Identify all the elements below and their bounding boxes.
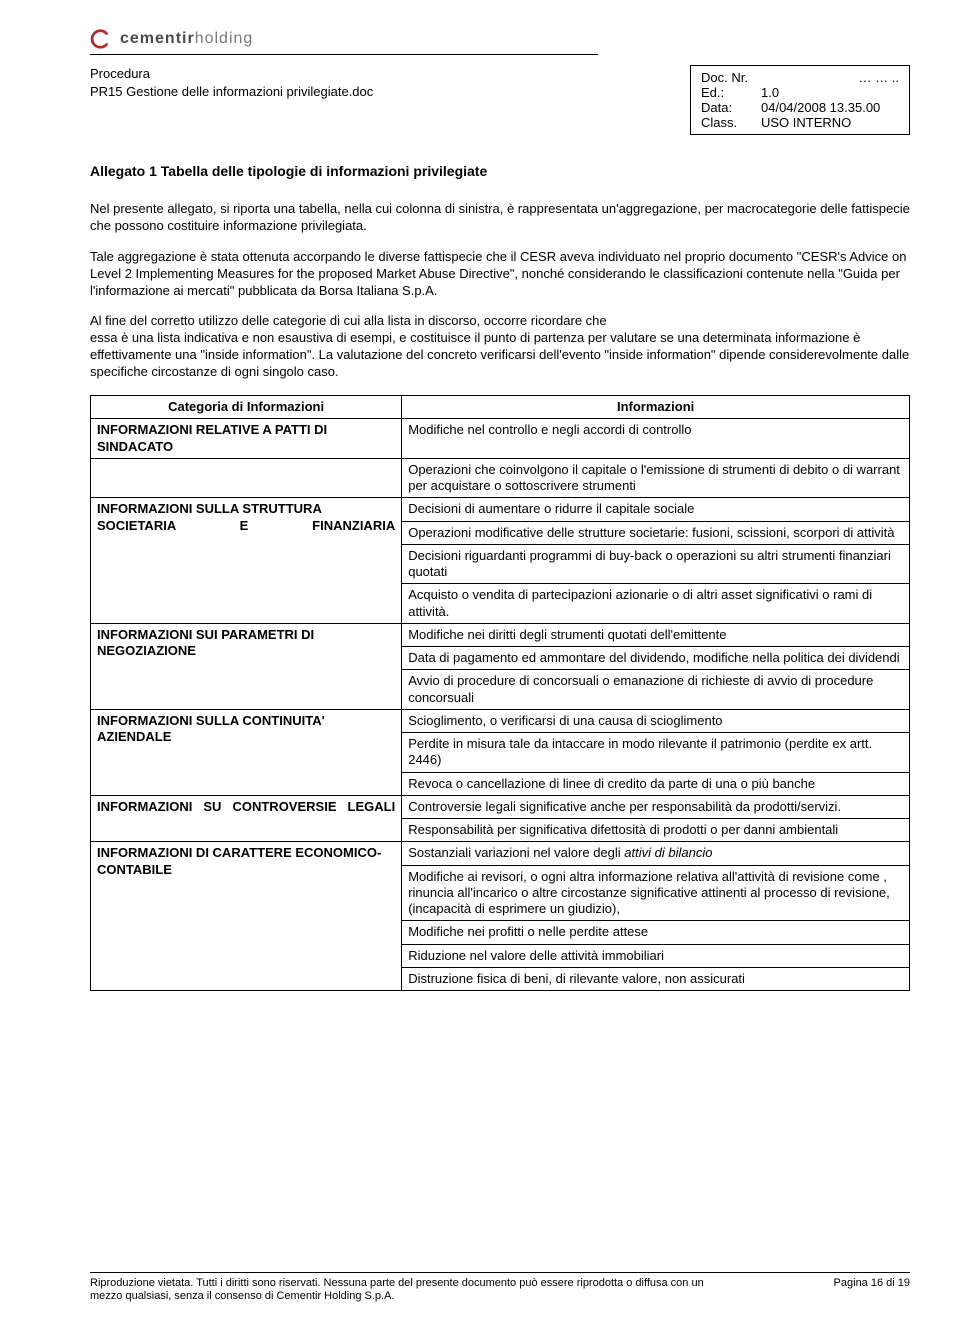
table-cell-category: INFORMAZIONI RELATIVE A PATTI DI SINDACA… [91, 419, 402, 459]
doc-filename: PR15 Gestione delle informazioni privile… [90, 83, 373, 101]
header-divider [90, 54, 598, 55]
meta-docnr-value: … … .. [761, 70, 899, 85]
meta-data-value: 04/04/2008 13.35.00 [761, 100, 880, 115]
table-cell-info: Decisioni riguardanti programmi di buy-b… [402, 544, 910, 584]
table-cell-info: Operazioni modificative delle strutture … [402, 521, 910, 544]
table-cell-info: Acquisto o vendita di partecipazioni azi… [402, 584, 910, 624]
table-cell-info: Modifiche nei profitti o nelle perdite a… [402, 921, 910, 944]
section-title: Allegato 1 Tabella delle tipologie di in… [90, 163, 910, 179]
table-row: INFORMAZIONI SULLA STRUTTURA SOCIETARIA … [91, 498, 910, 521]
table-cell-info: Distruzione fisica di beni, di rilevante… [402, 967, 910, 990]
paragraph-1: Nel presente allegato, si riporta una ta… [90, 201, 910, 235]
table-cell-info: Modifiche nel controllo e negli accordi … [402, 419, 910, 459]
meta-class-value: USO INTERNO [761, 115, 851, 130]
brand-name: cementirholding [120, 30, 253, 48]
table-cell-category: INFORMAZIONI DI CARATTERE ECONOMICO-CONT… [91, 842, 402, 991]
doc-header-left: Procedura PR15 Gestione delle informazio… [90, 65, 373, 100]
footer-divider [90, 1272, 910, 1273]
table-cell-info: Sostanziali variazioni nel valore degli … [402, 842, 910, 865]
meta-data-label: Data: [701, 100, 761, 115]
paragraph-2: Tale aggregazione è stata ottenuta accor… [90, 249, 910, 300]
table-head-info: Informazioni [402, 396, 910, 419]
brand-logo: cementirholding [90, 28, 910, 50]
paragraph-3: Al fine del corretto utilizzo delle cate… [90, 313, 910, 381]
table-cell-category [91, 458, 402, 498]
table-cell-info: Modifiche nei diritti degli strumenti qu… [402, 623, 910, 646]
info-table: Categoria di Informazioni Informazioni I… [90, 395, 910, 991]
table-head-category: Categoria di Informazioni [91, 396, 402, 419]
footer-disclaimer: Riproduzione vietata. Tutti i diritti so… [90, 1277, 730, 1305]
table-cell-info: Controversie legali significative anche … [402, 795, 910, 818]
table-cell-info: Data di pagamento ed ammontare del divid… [402, 647, 910, 670]
meta-docnr-label: Doc. Nr. [701, 70, 761, 85]
doc-meta-box: Doc. Nr. … … .. Ed.: 1.0 Data: 04/04/200… [690, 65, 910, 135]
table-cell-info: Decisioni di aumentare o ridurre il capi… [402, 498, 910, 521]
table-cell-info: Responsabilità per significativa difetto… [402, 819, 910, 842]
table-row: INFORMAZIONI SULLA CONTINUITA' AZIENDALE… [91, 709, 910, 732]
brand-light: holding [195, 30, 254, 47]
brand-bold: cementir [120, 30, 195, 47]
procedura-label: Procedura [90, 65, 373, 83]
table-cell-info: Modifiche ai revisori, o ogni altra info… [402, 865, 910, 921]
table-cell-info: Perdite in misura tale da intaccare in m… [402, 733, 910, 773]
table-cell-category: INFORMAZIONI SUI PARAMETRI DI NEGOZIAZIO… [91, 623, 402, 709]
table-row: INFORMAZIONI SU CONTROVERSIE LEGALIContr… [91, 795, 910, 818]
table-cell-category: INFORMAZIONI SULLA CONTINUITA' AZIENDALE [91, 709, 402, 795]
table-cell-info: Operazioni che coinvolgono il capitale o… [402, 458, 910, 498]
table-row: INFORMAZIONI RELATIVE A PATTI DI SINDACA… [91, 419, 910, 459]
logo-icon [90, 28, 112, 50]
footer-pagenum: Pagina 16 di 19 [834, 1277, 910, 1305]
table-row: Operazioni che coinvolgono il capitale o… [91, 458, 910, 498]
table-cell-info: Riduzione nel valore delle attività immo… [402, 944, 910, 967]
meta-ed-label: Ed.: [701, 85, 761, 100]
page-footer: Riproduzione vietata. Tutti i diritti so… [90, 1272, 910, 1305]
table-cell-category: INFORMAZIONI SULLA STRUTTURA SOCIETARIA … [91, 498, 402, 624]
meta-class-label: Class. [701, 115, 761, 130]
table-cell-category: INFORMAZIONI SU CONTROVERSIE LEGALI [91, 795, 402, 842]
table-cell-info: Scioglimento, o verificarsi di una causa… [402, 709, 910, 732]
table-cell-info: Revoca o cancellazione di linee di credi… [402, 772, 910, 795]
meta-ed-value: 1.0 [761, 85, 779, 100]
table-cell-info: Avvio di procedure di concorsuali o eman… [402, 670, 910, 710]
table-row: INFORMAZIONI DI CARATTERE ECONOMICO-CONT… [91, 842, 910, 865]
table-row: INFORMAZIONI SUI PARAMETRI DI NEGOZIAZIO… [91, 623, 910, 646]
